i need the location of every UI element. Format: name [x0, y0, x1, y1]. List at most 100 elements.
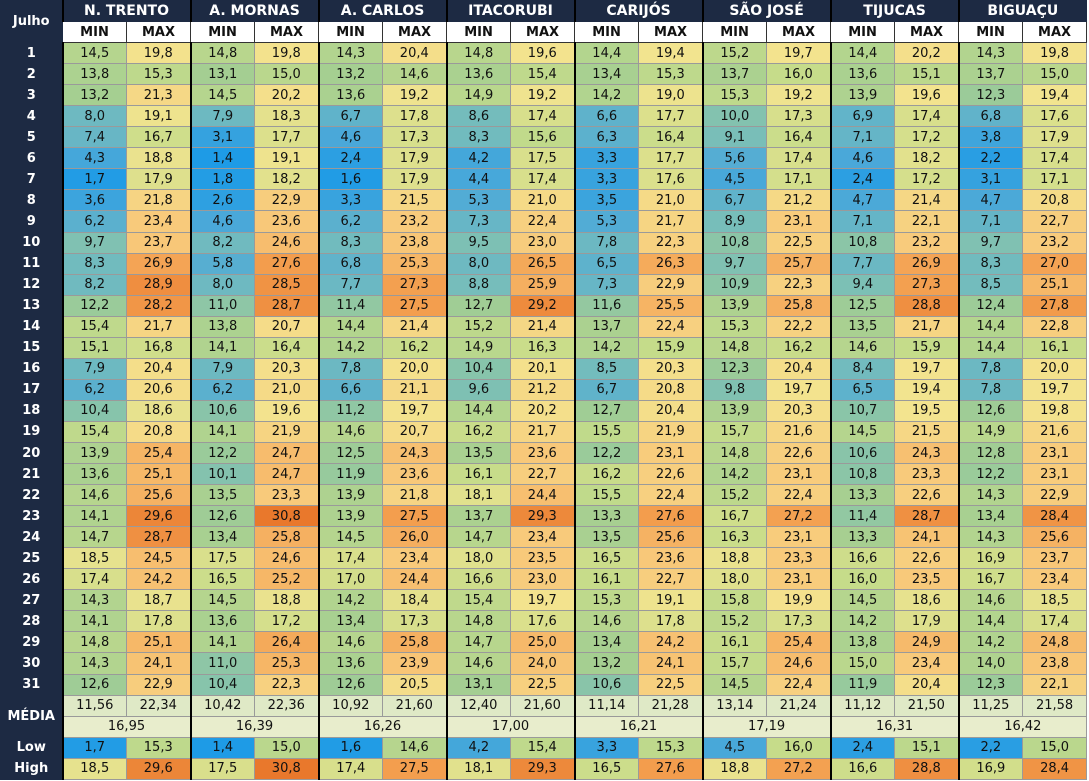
value-cell: 14,8 [445, 610, 512, 633]
value-cell: 25,6 [1022, 526, 1088, 549]
value-cell: 18,0 [701, 568, 768, 591]
value-cell: 1,4 [189, 147, 256, 170]
value-cell: 17,4 [317, 547, 384, 570]
value-cell: 28,9 [125, 273, 192, 296]
value-cell: 26,5 [510, 252, 576, 275]
value-cell: 20,2 [510, 399, 576, 422]
value-cell: 21,1 [382, 378, 448, 401]
mean-row: MÉDIA 11,56 22,34 10,42 22,36 10,92 21,60 12,40… [0, 694, 1088, 738]
value-cell: 23,5 [510, 547, 576, 570]
value-cell: 19,9 [766, 589, 832, 612]
value-cell: 24,0 [510, 652, 576, 675]
value-cell: 13,1 [445, 673, 512, 696]
day-label: 20 [0, 441, 63, 465]
value-cell: 29,3 [510, 505, 576, 528]
station-name: A. CARLOS [317, 0, 448, 23]
value-cell: 23,2 [382, 210, 448, 233]
value-cell: 22,5 [510, 673, 576, 696]
max-label: MAX [382, 21, 448, 44]
value-cell: 13,5 [445, 441, 512, 465]
value-cell: 14,5 [61, 42, 127, 65]
value-cell: 4,6 [829, 147, 896, 170]
value-cell: 20,0 [1022, 357, 1088, 380]
high-cell: 28,8 [894, 757, 960, 781]
value-cell: 17,3 [766, 105, 832, 128]
value-cell: 22,9 [638, 273, 704, 296]
value-cell: 4,3 [61, 147, 127, 170]
day-row: 9 6,2 23,4 4,6 23,6 6,2 23,2 7,3 22,4 5,3 21,7 8,9 2… [0, 210, 1088, 233]
day-label: 21 [0, 463, 63, 486]
value-cell: 14,6 [317, 420, 384, 443]
value-cell: 21,4 [510, 315, 576, 338]
value-cell: 5,6 [701, 147, 768, 170]
value-cell: 14,7 [445, 526, 512, 549]
value-cell: 7,3 [573, 273, 640, 296]
day-label: 3 [0, 84, 63, 107]
value-cell: 17,1 [766, 168, 832, 191]
value-cell: 19,7 [1022, 378, 1088, 401]
value-cell: 15,0 [254, 63, 320, 86]
value-cell: 21,0 [510, 189, 576, 212]
value-cell: 21,7 [510, 420, 576, 443]
value-cell: 17,4 [510, 168, 576, 191]
value-cell: 4,6 [189, 210, 256, 233]
station-name: TIJUCAS [829, 0, 960, 23]
high-cell: 17,5 [189, 757, 256, 781]
value-cell: 14,1 [61, 505, 127, 528]
value-cell: 14,2 [573, 84, 640, 107]
day-label: 31 [0, 673, 63, 696]
value-cell: 28,4 [1022, 505, 1088, 528]
value-cell: 11,4 [317, 294, 384, 317]
value-cell: 23,3 [894, 463, 960, 486]
low-cell: 16,0 [766, 736, 832, 759]
value-cell: 24,4 [510, 484, 576, 507]
value-cell: 9,7 [957, 231, 1024, 254]
value-cell: 12,7 [573, 399, 640, 422]
low-cell: 4,5 [701, 736, 768, 759]
overall-cell: 16,42 [957, 715, 1088, 738]
high-cell: 18,8 [701, 757, 768, 781]
value-cell: 23,3 [766, 547, 832, 570]
value-cell: 22,3 [766, 273, 832, 296]
high-cell: 18,1 [445, 757, 512, 781]
value-cell: 20,8 [638, 378, 704, 401]
value-cell: 11,4 [829, 505, 896, 528]
value-cell: 6,8 [957, 105, 1024, 128]
value-cell: 16,1 [445, 463, 512, 486]
value-cell: 12,3 [701, 357, 768, 380]
value-cell: 22,6 [894, 547, 960, 570]
value-cell: 19,4 [894, 378, 960, 401]
value-cell: 19,4 [1022, 84, 1088, 107]
value-cell: 14,4 [573, 42, 640, 65]
value-cell: 9,1 [701, 126, 768, 149]
value-cell: 24,7 [254, 441, 320, 465]
value-cell: 13,9 [317, 505, 384, 528]
value-cell: 15,4 [61, 420, 127, 443]
value-cell: 14,6 [317, 631, 384, 654]
value-cell: 24,7 [254, 463, 320, 486]
value-cell: 13,2 [61, 84, 127, 107]
value-cell: 13,7 [573, 315, 640, 338]
value-cell: 18,8 [254, 589, 320, 612]
low-cell: 15,3 [125, 736, 192, 759]
value-cell: 14,4 [957, 610, 1024, 633]
value-cell: 27,2 [766, 505, 832, 528]
value-cell: 9,7 [61, 231, 127, 254]
value-cell: 19,1 [638, 589, 704, 612]
value-cell: 3,1 [957, 168, 1024, 191]
value-cell: 19,5 [894, 399, 960, 422]
low-cell: 15,0 [254, 736, 320, 759]
value-cell: 15,2 [701, 42, 768, 65]
value-cell: 8,3 [957, 252, 1024, 275]
value-cell: 13,6 [445, 63, 512, 86]
value-cell: 21,6 [766, 420, 832, 443]
value-cell: 28,8 [894, 294, 960, 317]
value-cell: 22,7 [638, 568, 704, 591]
value-cell: 8,4 [829, 357, 896, 380]
value-cell: 6,2 [189, 378, 256, 401]
value-cell: 13,6 [317, 84, 384, 107]
value-cell: 14,4 [445, 399, 512, 422]
value-cell: 7,1 [829, 210, 896, 233]
